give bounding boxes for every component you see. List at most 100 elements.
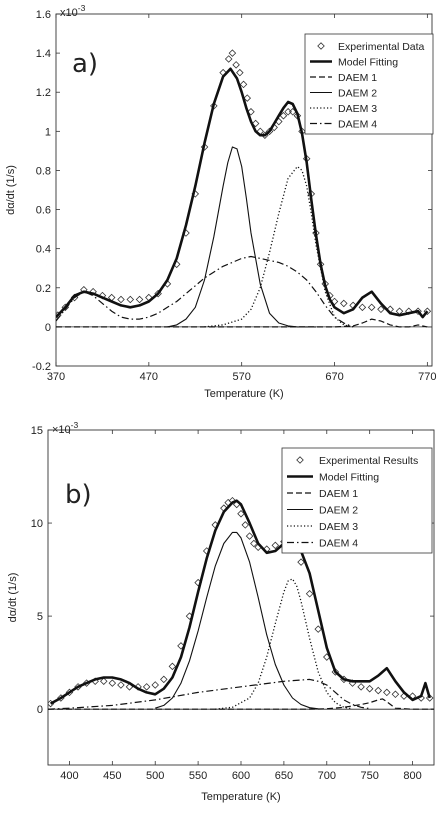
data-point (247, 108, 255, 116)
data-point (377, 305, 385, 314)
data-point (357, 683, 365, 691)
x-tick-label: 750 (360, 770, 378, 782)
legend-entry: DAEM 4 (338, 118, 377, 130)
data-point (135, 295, 144, 304)
x-tick-label: 650 (275, 770, 293, 782)
series-line-daem-2 (167, 146, 316, 328)
y-tick-label: 5 (37, 611, 43, 623)
legend-entry: DAEM 4 (319, 537, 358, 549)
legend-marker (296, 456, 304, 464)
data-point (142, 683, 151, 691)
y-tick-label: 0.2 (36, 283, 51, 295)
y-tick-label: 0 (37, 704, 43, 716)
data-point (160, 675, 168, 684)
x-tick-label: 470 (140, 371, 158, 383)
data-point (297, 558, 305, 566)
legend: Experimental Results Model Fitting DAEM 1 D… (281, 447, 433, 554)
legend-entry: Model Fitting (338, 56, 398, 68)
y-tick-label: -0.2 (32, 361, 51, 373)
y-tick-label: 15 (31, 425, 43, 437)
x-tick-label: 400 (60, 770, 78, 782)
data-point (237, 509, 245, 518)
legend-entry: Experimental Data (338, 41, 425, 53)
data-point (117, 295, 125, 304)
legend-entry: Model Fitting (319, 471, 379, 483)
series-line-daem-4 (48, 678, 370, 710)
series-line-model-fitting (49, 499, 431, 705)
x-axis-label: Temperature (K) (201, 791, 280, 803)
data-point (391, 690, 400, 699)
panel-label: a) (72, 49, 98, 79)
data-point (365, 684, 374, 693)
y-tick-label: 1.2 (36, 87, 51, 99)
y-tick-label: 0 (45, 322, 51, 334)
y-tick-label: 10 (31, 518, 43, 530)
data-point (250, 539, 258, 548)
data-point (383, 688, 391, 697)
series-line-daem-1 (48, 698, 434, 710)
y-axis-label: dα/dt (1/s) (5, 165, 17, 215)
series-line-daem-2 (155, 531, 319, 710)
data-point (232, 61, 240, 69)
plot-series (56, 49, 432, 328)
legend-entry: DAEM 2 (338, 87, 377, 99)
chart-panel-a: 370 470 570 670 770 -0.2 0 0.2 0.4 0.6 0.8 1 1.2 1.4 1… (5, 3, 437, 400)
legend-entry: DAEM 3 (319, 521, 358, 533)
data-point (241, 521, 250, 529)
x-tick-label: 370 (47, 371, 65, 383)
data-point (340, 299, 348, 308)
data-point (228, 49, 237, 57)
y-tick-label: 0.8 (36, 165, 51, 177)
legend-box (281, 447, 433, 554)
data-point (305, 590, 314, 598)
data-point (168, 662, 177, 671)
y-tick-label: 0.4 (36, 244, 51, 256)
y-tick-label: 0.6 (36, 205, 51, 217)
y-tick-label: 1.6 (36, 9, 51, 21)
y-axis-label: dα/dt (1/s) (7, 573, 19, 623)
series-line-daem-1 (56, 318, 428, 328)
data-point (108, 679, 117, 687)
data-point (200, 143, 209, 151)
x-tick-label: 570 (232, 371, 250, 383)
data-point (374, 686, 383, 695)
data-point (330, 297, 339, 306)
legend-entry: DAEM 1 (338, 72, 377, 84)
data-point (243, 94, 252, 102)
x-tick-label: 450 (103, 770, 121, 782)
data-point (367, 303, 376, 312)
x-tick-label: 670 (325, 371, 343, 383)
y-tick-label: 1 (45, 126, 51, 138)
legend-entry: Experimental Results (319, 455, 418, 467)
series-line-daem-3 (215, 578, 353, 710)
data-point (117, 681, 125, 689)
data-point (236, 68, 244, 77)
x-tick-label: 500 (146, 770, 164, 782)
data-point (251, 119, 260, 128)
data-point (414, 307, 422, 316)
data-point (425, 694, 434, 702)
data-point (151, 681, 159, 689)
data-point (314, 625, 322, 633)
legend-entry: DAEM 1 (319, 488, 358, 500)
plot-series (48, 496, 434, 710)
data-point (245, 532, 254, 540)
legend-entry: DAEM 3 (338, 103, 377, 115)
axis-exponent-power: -3 (78, 3, 86, 13)
data-point (331, 668, 340, 676)
legend-box (304, 33, 434, 135)
legend-entry: DAEM 2 (319, 504, 358, 516)
data-point (279, 111, 288, 120)
x-tick-label: 800 (403, 770, 421, 782)
data-point (271, 541, 280, 550)
axis-exponent-power: -3 (71, 420, 79, 430)
x-tick-label: 600 (232, 770, 250, 782)
data-point (423, 307, 432, 316)
y-tick-label: 1.4 (36, 48, 51, 60)
data-point (126, 295, 135, 304)
data-point (99, 677, 108, 686)
legend-marker (317, 42, 325, 50)
data-point (265, 127, 274, 136)
